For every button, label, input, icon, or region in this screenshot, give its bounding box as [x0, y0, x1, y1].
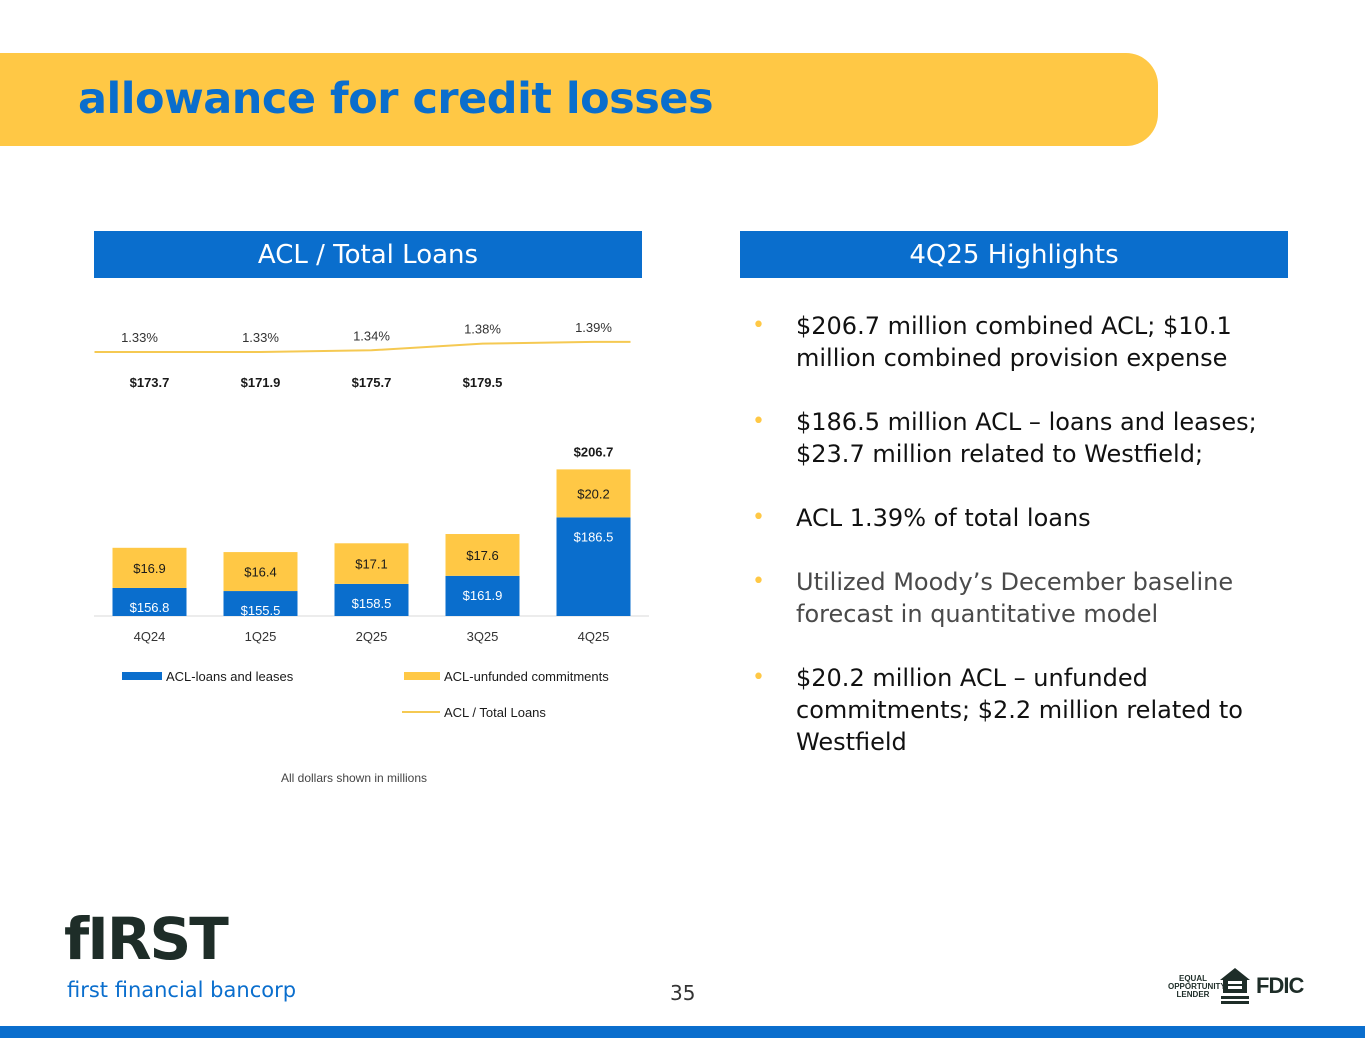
- x-tick-label: 4Q24: [134, 629, 166, 644]
- bar-acl-loans: [223, 591, 298, 616]
- title-band: [0, 53, 1158, 146]
- logo-subtitle: first financial bancorp: [67, 978, 297, 1002]
- highlights-panel-header: 4Q25 Highlights: [740, 231, 1288, 278]
- legend-label-ratio: ACL / Total Loans: [444, 705, 546, 720]
- data-label-acl-unfunded: $16.9: [133, 561, 166, 576]
- bottom-bar: [0, 1026, 1365, 1038]
- data-label-total: $206.7: [574, 444, 614, 459]
- x-tick-label: 4Q25: [578, 629, 610, 644]
- data-label-acl-unfunded: $17.1: [355, 557, 388, 572]
- legend-swatch-acl-unfunded: [404, 672, 440, 680]
- ratio-label: 1.33%: [121, 330, 158, 345]
- acl-chart: $156.8 $16.9 $173.7 4Q24 $155.5 $16.4 $171.9 1Q…: [94, 320, 649, 785]
- equal-housing-lender-icon: [1220, 968, 1250, 1004]
- highlight-item: $20.2 million ACL – unfunded commitments…: [752, 662, 1272, 758]
- x-tick-label: 1Q25: [245, 629, 277, 644]
- x-tick-label: 3Q25: [467, 629, 499, 644]
- bar-acl-unfunded: [556, 469, 631, 518]
- bar-acl-unfunded: [334, 543, 409, 584]
- bar-acl-loans: [556, 517, 631, 616]
- data-label-acl-unfunded: $20.2: [577, 486, 610, 501]
- highlight-item: Utilized Moody’s December baseline forec…: [752, 566, 1272, 630]
- page-number: 35: [670, 981, 696, 1005]
- data-label-total: $171.9: [241, 375, 281, 390]
- data-label-total: $179.5: [463, 375, 503, 390]
- data-label-acl-unfunded: $17.6: [466, 548, 499, 563]
- data-label-acl-loans: $186.5: [574, 529, 614, 544]
- ratio-label: 1.34%: [353, 328, 390, 343]
- bar-acl-unfunded: [445, 534, 520, 576]
- legend-label-acl-loans: ACL-loans and leases: [166, 669, 294, 684]
- highlight-item: ACL 1.39% of total loans: [752, 502, 1272, 534]
- page-title: allowance for credit losses: [78, 74, 714, 124]
- data-label-acl-loans: $161.9: [463, 588, 503, 603]
- data-label-acl-loans: $158.5: [352, 596, 392, 611]
- first-logo: fIRST: [64, 905, 229, 973]
- ratio-label: 1.39%: [575, 320, 612, 335]
- chart-panel-header: ACL / Total Loans: [94, 231, 642, 278]
- highlights-list: $206.7 million combined ACL; $10.1 milli…: [752, 310, 1272, 790]
- bar-acl-unfunded: [112, 547, 187, 588]
- legend-swatch-acl-loans: [122, 672, 162, 680]
- x-tick-label: 2Q25: [356, 629, 388, 644]
- bar-acl-loans: [445, 575, 520, 616]
- legend-label-acl-unfunded: ACL-unfunded commitments: [444, 669, 609, 684]
- data-label-total: $175.7: [352, 375, 392, 390]
- bar-acl-loans: [334, 583, 409, 616]
- bar-acl-unfunded: [223, 552, 298, 592]
- ratio-label: 1.33%: [242, 330, 279, 345]
- highlight-item: $206.7 million combined ACL; $10.1 milli…: [752, 310, 1272, 374]
- highlight-item: $186.5 million ACL – loans and leases; $…: [752, 406, 1272, 470]
- data-label-acl-loans: $155.5: [241, 603, 281, 618]
- data-label-acl-loans: $156.8: [130, 600, 170, 615]
- bar-acl-loans: [112, 587, 187, 616]
- data-label-total: $173.7: [130, 375, 170, 390]
- ratio-line: [94, 340, 631, 353]
- chart-footnote: All dollars shown in millions: [281, 771, 427, 785]
- equal-opportunity-lender-text: EQUAL OPPORTUNITY LENDER: [1168, 974, 1226, 999]
- ratio-label: 1.38%: [464, 322, 501, 337]
- data-label-acl-unfunded: $16.4: [244, 565, 277, 580]
- fdic-logo: FDIC: [1256, 973, 1304, 998]
